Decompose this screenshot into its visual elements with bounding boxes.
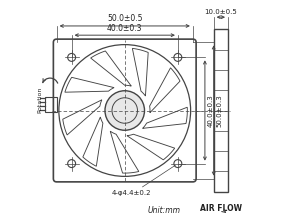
Text: Rotation: Rotation bbox=[38, 86, 43, 113]
Circle shape bbox=[105, 91, 145, 130]
Text: AIR FLOW: AIR FLOW bbox=[200, 204, 242, 213]
Text: 50.0±0.3: 50.0±0.3 bbox=[217, 94, 223, 127]
Text: 40.0±0.3: 40.0±0.3 bbox=[107, 24, 142, 33]
Text: Unit:mm: Unit:mm bbox=[148, 206, 181, 215]
Text: 10.0±0.5: 10.0±0.5 bbox=[204, 9, 237, 15]
Text: 4-φ4.4±0.2: 4-φ4.4±0.2 bbox=[112, 190, 151, 196]
Text: 50.0±0.5: 50.0±0.5 bbox=[107, 14, 142, 23]
Text: 40.0±0.3: 40.0±0.3 bbox=[208, 94, 214, 127]
